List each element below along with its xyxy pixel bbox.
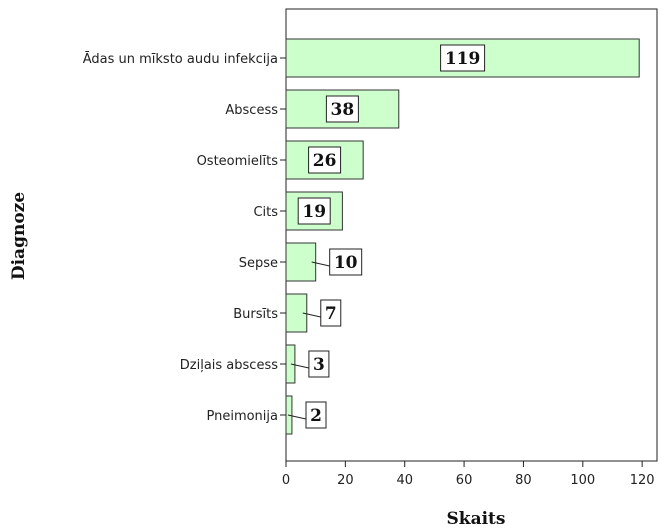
x-tick-label: 100 (570, 473, 595, 488)
data-label-box (308, 146, 342, 174)
data-label-box (325, 95, 359, 123)
data-label-box (308, 350, 330, 378)
data-label: 119 (445, 49, 481, 69)
x-axis-title: Skaits (447, 509, 506, 529)
data-label: 10 (334, 253, 358, 273)
category-labels: Ādas un mīksto audu infekcija Abscess Oste… (83, 52, 286, 424)
category-label: Pneimonija (206, 409, 278, 424)
plot-frame (285, 8, 658, 462)
category-label: Abscess (225, 103, 278, 118)
bar (285, 344, 296, 384)
data-label-box (329, 248, 363, 276)
data-label-box (440, 44, 486, 72)
data-label: 3 (313, 355, 325, 375)
data-label-leader (287, 414, 307, 420)
data-label-leader (311, 261, 330, 267)
data-label-box (320, 299, 342, 327)
x-tick-label: 0 (282, 473, 290, 488)
x-tick-label: 120 (630, 473, 655, 488)
x-tick-label: 40 (396, 473, 413, 488)
data-label: 2 (310, 406, 322, 426)
data-label: 26 (313, 151, 337, 171)
bar (285, 242, 317, 282)
data-label: 38 (331, 100, 355, 120)
category-label: Osteomielīts (197, 154, 279, 169)
x-tick-label: 60 (456, 473, 473, 488)
x-tick-label: 20 (337, 473, 354, 488)
data-label: 7 (325, 304, 337, 324)
y-axis-title: Diagnoze (9, 192, 29, 280)
data-label-box (305, 401, 327, 429)
data-label: 19 (302, 202, 326, 222)
category-label: Cits (253, 205, 278, 220)
category-label: Bursīts (233, 307, 278, 322)
category-label: Dziļais abscess (180, 358, 278, 373)
data-label-leader (302, 312, 321, 318)
data-labels: 119 38 26 19 10 7 3 2 (287, 44, 486, 429)
category-label: Sepse (239, 256, 278, 271)
x-tick-label: 80 (515, 473, 532, 488)
x-axis-ticks: 0 20 40 60 80 100 120 (282, 461, 655, 488)
data-label-leader (290, 363, 310, 369)
category-label: Ādas un mīksto audu infekcija (83, 52, 278, 67)
data-label-box (297, 197, 331, 225)
